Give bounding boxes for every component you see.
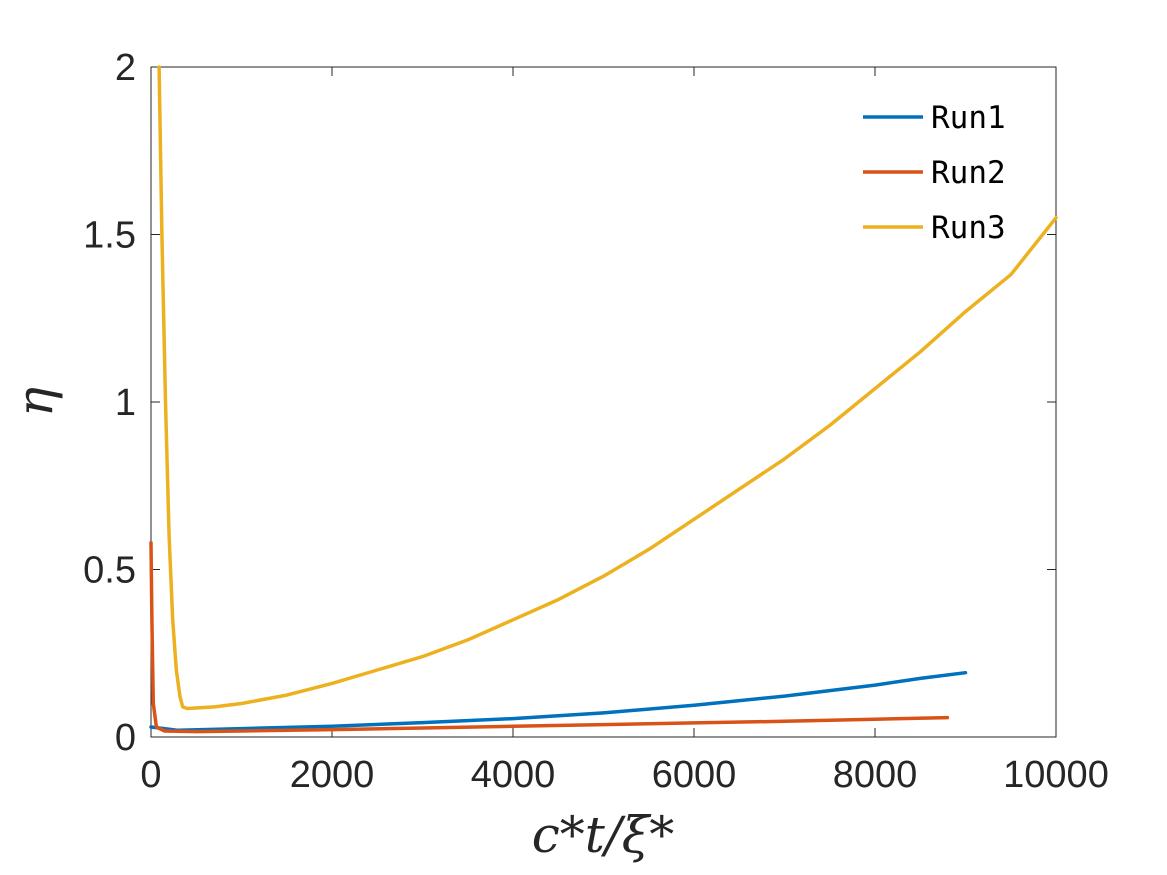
axis-ticks: 0 2000 4000 6000 8000 10000 0 0.5 1 1.5 2 xyxy=(83,47,1109,796)
legend-label-run3: Run3 xyxy=(931,210,1006,246)
x-tick-label: 8000 xyxy=(833,754,918,796)
y-tick-label: 2 xyxy=(115,47,136,89)
x-tick-label: 6000 xyxy=(652,754,737,796)
x-tick-label: 10000 xyxy=(1003,754,1109,796)
x-tick-label: 4000 xyxy=(471,754,556,796)
series-line-run1 xyxy=(149,670,968,733)
y-tick-label: 0.5 xyxy=(83,550,136,592)
series-line-run3 xyxy=(157,65,1058,711)
x-tick-label: 0 xyxy=(140,754,161,796)
plot-area xyxy=(150,66,1057,738)
y-tick-label: 1.5 xyxy=(83,215,136,257)
y-tick-label: 0 xyxy=(115,717,136,759)
legend-label-run1: Run1 xyxy=(931,100,1006,136)
legend: Run1 Run2 Run3 xyxy=(863,100,1006,246)
x-tick-label: 2000 xyxy=(290,754,375,796)
series-lines xyxy=(149,65,1058,734)
series-line-run2 xyxy=(149,540,950,734)
y-tick-label: 1 xyxy=(115,382,136,424)
x-axis-label: c*t/ξ* xyxy=(532,806,674,864)
y-axis-label: η xyxy=(6,387,64,417)
legend-label-run2: Run2 xyxy=(931,155,1006,191)
